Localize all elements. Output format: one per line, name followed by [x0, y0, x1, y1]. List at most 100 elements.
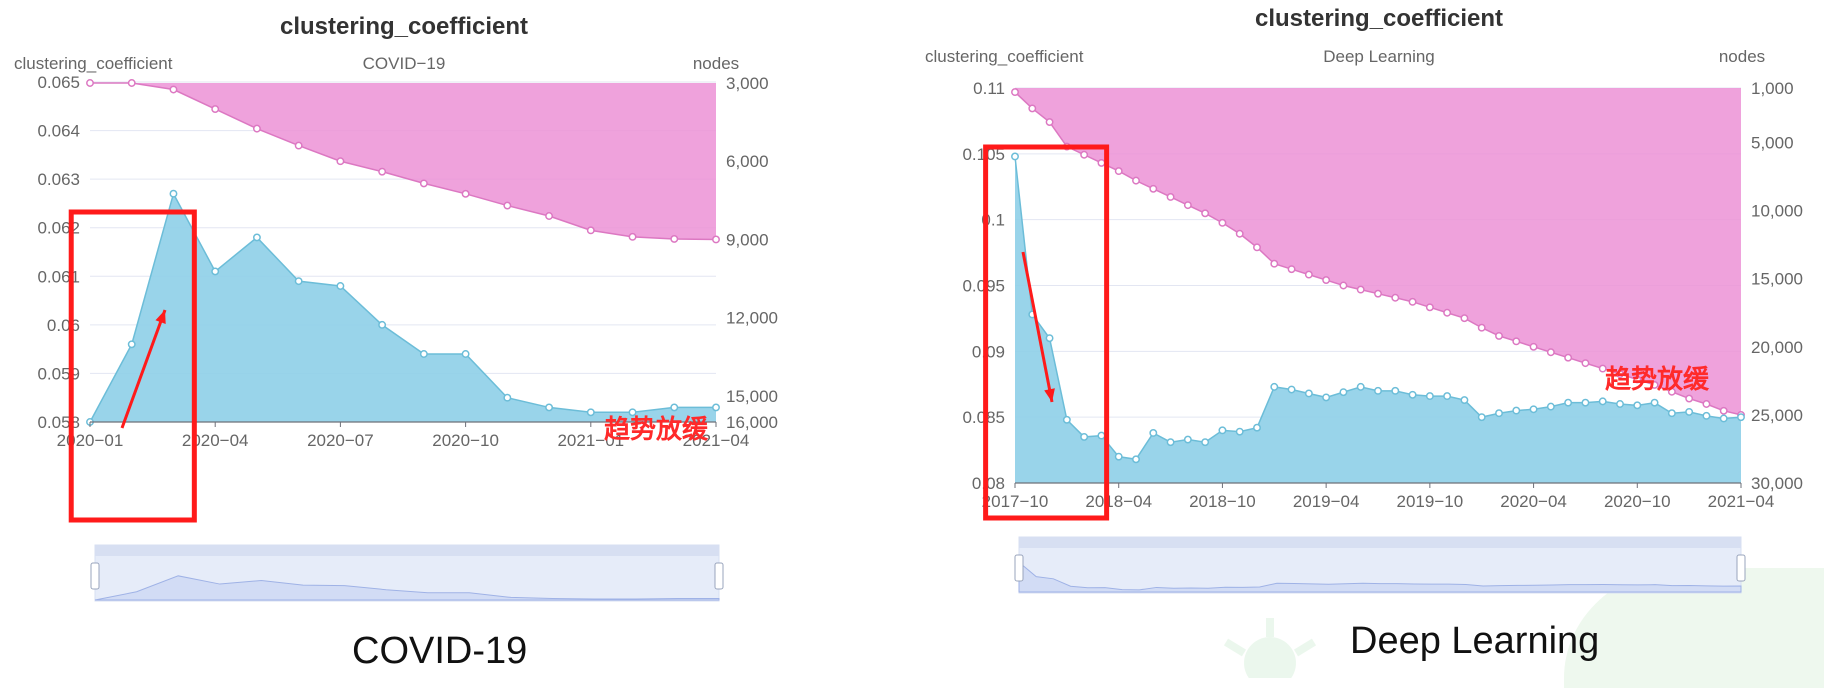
- clustering-data-point[interactable]: [1287, 385, 1296, 394]
- nodes-data-point[interactable]: [1546, 348, 1555, 357]
- nodes-data-point[interactable]: [127, 79, 136, 87]
- clustering-data-point[interactable]: [1339, 388, 1348, 397]
- clustering-data-point[interactable]: [1080, 432, 1089, 441]
- clustering-data-point[interactable]: [1114, 452, 1123, 461]
- clustering-data-point[interactable]: [1512, 406, 1521, 415]
- clustering-data-point[interactable]: [1616, 400, 1624, 408]
- clustering-data-point[interactable]: [628, 408, 637, 417]
- nodes-data-point[interactable]: [1408, 297, 1417, 306]
- nodes-data-point[interactable]: [1650, 380, 1659, 389]
- nodes-data-point[interactable]: [1633, 375, 1642, 384]
- clustering-data-point[interactable]: [1702, 411, 1711, 420]
- nodes-data-point[interactable]: [1114, 167, 1123, 176]
- clustering-data-point[interactable]: [1564, 398, 1573, 407]
- clustering-data-point[interactable]: [1685, 407, 1694, 416]
- clustering-data-point[interactable]: [1304, 389, 1313, 398]
- nodes-data-point[interactable]: [1132, 176, 1140, 185]
- nodes-data-point[interactable]: [1011, 88, 1019, 97]
- clustering-data-point[interactable]: [336, 282, 345, 290]
- nodes-data-point[interactable]: [294, 141, 303, 150]
- clustering-data-point[interactable]: [712, 403, 720, 412]
- clustering-data-point[interactable]: [1235, 427, 1244, 436]
- nodes-data-point[interactable]: [1270, 259, 1279, 268]
- clustering-data-point[interactable]: [127, 340, 136, 349]
- clustering-data-point[interactable]: [419, 350, 428, 358]
- clustering-data-point[interactable]: [1391, 386, 1400, 395]
- nodes-data-point[interactable]: [1564, 353, 1573, 362]
- clustering-data-point[interactable]: [1719, 414, 1728, 423]
- nodes-data-point[interactable]: [712, 235, 720, 244]
- clustering-data-point[interactable]: [252, 233, 261, 242]
- nodes-data-point[interactable]: [1080, 150, 1089, 159]
- nodes-data-point[interactable]: [1218, 218, 1227, 227]
- zoom-slider-bar[interactable]: [95, 545, 719, 556]
- zoom-handle-left[interactable]: [90, 562, 100, 590]
- clustering-data-point[interactable]: [1495, 409, 1503, 418]
- nodes-data-point[interactable]: [461, 189, 470, 198]
- clustering-data-point[interactable]: [670, 403, 679, 412]
- clustering-data-point[interactable]: [461, 350, 470, 358]
- nodes-data-point[interactable]: [1719, 406, 1728, 415]
- clustering-data-point[interactable]: [1149, 429, 1158, 437]
- clustering-data-point[interactable]: [1253, 423, 1261, 432]
- nodes-data-point[interactable]: [336, 157, 345, 166]
- nodes-data-point[interactable]: [169, 85, 178, 94]
- clustering-data-point[interactable]: [1581, 398, 1590, 407]
- clustering-data-point[interactable]: [1270, 382, 1279, 391]
- nodes-data-point[interactable]: [1253, 243, 1261, 252]
- nodes-data-point[interactable]: [1667, 387, 1676, 396]
- clustering-data-point[interactable]: [169, 189, 178, 198]
- clustering-data-point[interactable]: [1011, 152, 1019, 161]
- nodes-data-point[interactable]: [1460, 314, 1469, 323]
- nodes-data-point[interactable]: [670, 234, 679, 243]
- nodes-data-point[interactable]: [1374, 289, 1382, 298]
- zoom-handle-right[interactable]: [714, 562, 724, 590]
- nodes-data-point[interactable]: [1443, 308, 1452, 317]
- nodes-data-point[interactable]: [1495, 331, 1503, 340]
- nodes-data-point[interactable]: [1097, 158, 1106, 167]
- clustering-data-point[interactable]: [1460, 396, 1469, 404]
- nodes-data-point[interactable]: [1322, 276, 1331, 285]
- nodes-data-point[interactable]: [86, 79, 94, 87]
- zoom-slider-bar[interactable]: [1019, 537, 1741, 548]
- nodes-data-point[interactable]: [503, 201, 512, 210]
- nodes-data-point[interactable]: [1045, 118, 1054, 127]
- clustering-data-point[interactable]: [1166, 438, 1175, 447]
- nodes-data-point[interactable]: [1339, 281, 1348, 290]
- zoom-slider[interactable]: [1014, 536, 1746, 594]
- clustering-data-point[interactable]: [1408, 390, 1417, 399]
- nodes-data-point[interactable]: [1028, 104, 1037, 113]
- clustering-data-point[interactable]: [1097, 431, 1106, 440]
- clustering-data-point[interactable]: [1633, 401, 1642, 410]
- clustering-data-point[interactable]: [1546, 402, 1555, 411]
- zoom-slider[interactable]: [90, 544, 724, 602]
- clustering-data-point[interactable]: [378, 320, 387, 329]
- nodes-data-point[interactable]: [1616, 370, 1624, 378]
- clustering-data-point[interactable]: [1477, 413, 1486, 422]
- clustering-data-point[interactable]: [1218, 426, 1227, 435]
- nodes-data-point[interactable]: [628, 232, 637, 241]
- nodes-data-point[interactable]: [1149, 184, 1158, 193]
- clustering-data-point[interactable]: [545, 403, 554, 412]
- clustering-data-point[interactable]: [1356, 382, 1365, 391]
- nodes-data-point[interactable]: [1702, 400, 1711, 408]
- nodes-data-point[interactable]: [1529, 342, 1538, 351]
- clustering-data-point[interactable]: [1183, 435, 1192, 444]
- clustering-data-point[interactable]: [1425, 392, 1434, 401]
- clustering-data-point[interactable]: [1062, 415, 1071, 424]
- clustering-data-point[interactable]: [1650, 398, 1659, 407]
- clustering-data-point[interactable]: [1201, 438, 1210, 447]
- nodes-data-point[interactable]: [252, 124, 261, 133]
- clustering-data-point[interactable]: [1443, 392, 1452, 401]
- nodes-data-point[interactable]: [1287, 265, 1296, 274]
- nodes-data-point[interactable]: [1598, 364, 1607, 373]
- clustering-data-point[interactable]: [211, 267, 220, 276]
- nodes-data-point[interactable]: [1391, 293, 1400, 302]
- clustering-data-point[interactable]: [1132, 455, 1140, 464]
- clustering-data-point[interactable]: [1322, 393, 1331, 402]
- zoom-handle-right[interactable]: [1736, 554, 1746, 582]
- nodes-data-point[interactable]: [1201, 209, 1210, 218]
- nodes-data-point[interactable]: [1512, 337, 1521, 346]
- nodes-data-point[interactable]: [1183, 201, 1192, 210]
- clustering-data-point[interactable]: [1598, 397, 1607, 406]
